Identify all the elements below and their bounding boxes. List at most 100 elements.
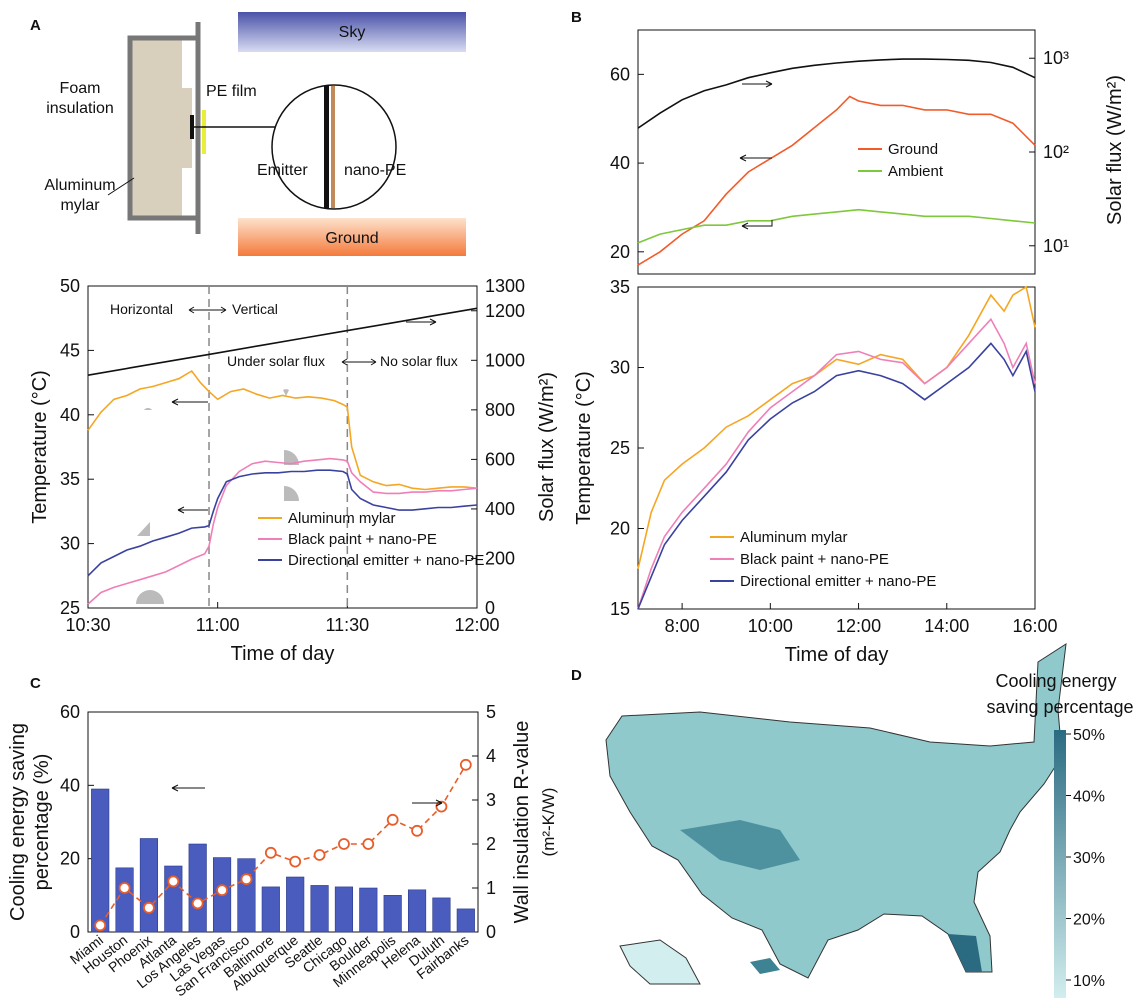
y2-tick-label: 1300 — [485, 276, 525, 296]
y2-tick-label: 200 — [485, 548, 515, 568]
ground-band — [238, 218, 466, 256]
y-tick-label: 20 — [60, 849, 80, 869]
x-axis-label: Time of day — [785, 644, 889, 666]
panel-label-a: A — [30, 17, 41, 34]
nano-pe-label: nano-PE — [344, 162, 406, 179]
x-tick-label: 11:00 — [196, 615, 240, 635]
y2-tick-label: 10¹ — [1043, 236, 1069, 256]
r-value-point — [118, 882, 131, 894]
y-tick-label: 40 — [60, 405, 80, 425]
legend-tick-label: 30% — [1073, 850, 1105, 867]
orientation-glyphs — [136, 389, 299, 604]
y2-axis-label: Solar flux (W/m²) — [1104, 75, 1126, 225]
r-value-point — [459, 758, 472, 771]
series-line-1 — [637, 208, 1036, 244]
series-line-1 — [637, 317, 1036, 610]
panel-label-c: C — [30, 675, 41, 692]
r-value-point — [411, 824, 423, 837]
y-tick-label: 40 — [60, 775, 80, 795]
y-axis-label: Cooling energy saving percentage (%) — [7, 723, 53, 921]
sky-label: Sky — [339, 24, 366, 41]
x-tick-label: 12:00 — [454, 615, 499, 635]
y-tick-label: 25 — [60, 598, 80, 618]
ground-label: Ground — [325, 230, 378, 247]
series-line-3 — [87, 307, 478, 376]
r-value-point — [191, 897, 204, 910]
legend-title-line1: Cooling energy — [995, 671, 1116, 691]
x-tick-label: 10:30 — [65, 615, 110, 635]
bar — [286, 876, 305, 933]
legend-label: Ground — [888, 141, 938, 158]
mylar-label: Aluminum mylar — [44, 177, 115, 214]
annotation-horizontal: Horizontal — [110, 301, 173, 317]
series-line-2 — [637, 58, 1036, 129]
panel-label-d: D — [571, 667, 582, 684]
y2-tick-label: 0 — [485, 598, 495, 618]
pe-film-label: PE film — [206, 83, 257, 100]
series-line-0 — [637, 95, 1036, 266]
bar — [237, 858, 256, 933]
bar — [383, 895, 402, 933]
schematic: Sky Ground Foam insulation Aluminum mylar … — [44, 12, 466, 256]
legend-tick-label: 50% — [1073, 727, 1105, 744]
arrow-c-right — [412, 799, 443, 807]
arrow-b1-left-2 — [741, 220, 773, 230]
y2-tick-label: 800 — [485, 400, 515, 420]
y-tick-label: 60 — [60, 702, 80, 722]
y2-tick-label: 400 — [485, 499, 515, 519]
pe-film-strip — [202, 110, 206, 154]
y-axis-label: Temperature (°C) — [573, 371, 595, 525]
bar — [359, 887, 378, 933]
bar — [188, 843, 207, 933]
legend-label: Ambient — [888, 163, 944, 180]
r-value-point — [338, 838, 350, 850]
us-county-map — [605, 643, 1067, 985]
bar — [261, 886, 280, 933]
arrow-left-axis-1 — [171, 398, 208, 406]
annotation-under-solar: Under solar flux — [227, 353, 325, 369]
bar — [407, 889, 427, 933]
y2-tick-label: 10² — [1043, 142, 1069, 162]
emitter-block — [190, 115, 194, 139]
y2-tick-label: 1200 — [485, 301, 525, 321]
legend-label: Aluminum mylar — [740, 529, 848, 546]
chart-b1: 20 40 60 10¹ 10² 10³ Solar flux (W/m²) Ground Am… — [610, 29, 1126, 275]
map-legend: Cooling energy saving percentage 50% 40% 3… — [986, 671, 1134, 998]
y-tick-label: 50 — [60, 276, 80, 296]
legend-tick-label: 20% — [1073, 912, 1105, 929]
map-florida-region — [948, 934, 982, 972]
x-tick-label: 10:00 — [748, 616, 793, 636]
chart-b1-frame — [637, 29, 1036, 275]
chart-a2-annotations: Horizontal Vertical Under solar flux No … — [110, 301, 458, 514]
chart-b2: 8:00 10:00 12:00 14:00 16:00 15 20 25 30 35 Time o… — [573, 277, 1058, 666]
r-value-point — [289, 855, 302, 868]
y-tick-label: 35 — [610, 277, 630, 297]
arrow-right-axis — [406, 318, 437, 326]
foam-label: Foam insulation — [46, 80, 114, 117]
legend-label: Directional emitter + nano-PE — [740, 573, 936, 590]
x-tick-label: 12:00 — [836, 616, 881, 636]
legend-label: Aluminum mylar — [288, 510, 396, 527]
map-alaska — [619, 939, 701, 985]
y-tick-label: 15 — [610, 599, 630, 619]
sky-band — [238, 12, 466, 52]
y2-axis-label: Wall insulation R-value (m²-K/W) — [511, 721, 558, 924]
annotation-vertical: Vertical — [232, 301, 278, 317]
y2-tick-label: 0 — [486, 922, 496, 942]
legend-tick-label: 40% — [1073, 789, 1105, 806]
arrow-b1-left — [739, 154, 772, 162]
bar — [310, 885, 329, 933]
legend-colorbar — [1054, 730, 1066, 998]
annotation-no-solar: No solar flux — [380, 353, 458, 369]
map-southwest-region — [680, 820, 800, 870]
r-value-point — [143, 901, 155, 914]
arrow-left-axis-2 — [177, 506, 208, 514]
chart-c-frame — [87, 711, 479, 933]
arrow-c-left — [171, 784, 205, 792]
y2-axis-label: Solar flux (W/m²) — [536, 372, 558, 522]
series-line-0 — [87, 369, 478, 491]
arrow-orientation — [188, 306, 227, 314]
y-axis-label: Temperature (°C) — [29, 370, 51, 524]
x-tick-label: 11:30 — [325, 615, 369, 635]
